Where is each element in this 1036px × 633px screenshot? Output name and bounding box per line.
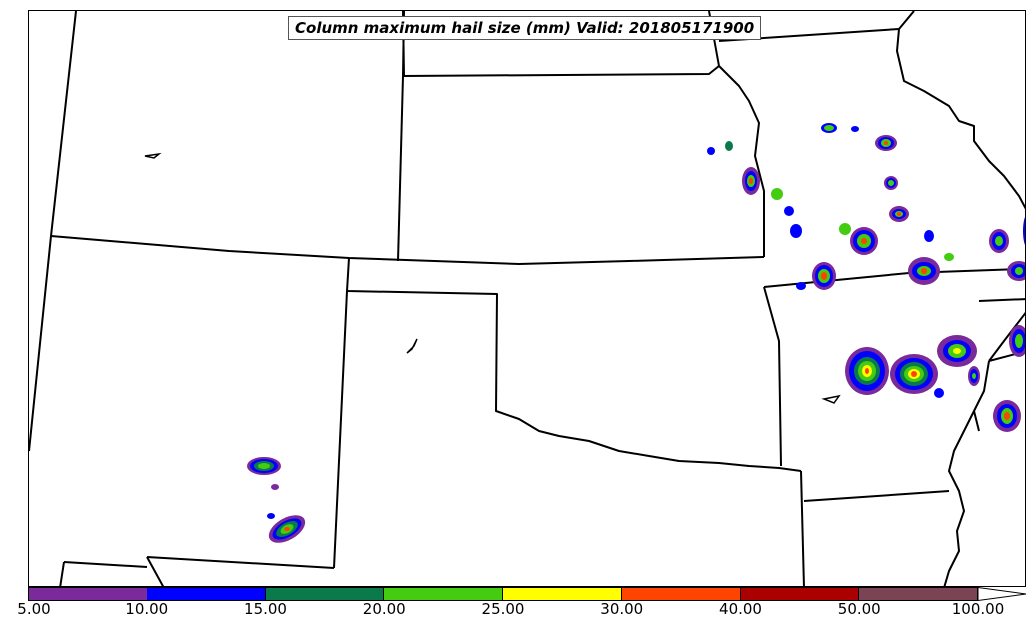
hail-cell-mo-4 bbox=[884, 176, 898, 190]
hail-cell-mo-1 bbox=[821, 123, 837, 133]
map-panel bbox=[28, 10, 1026, 587]
hail-cell-small-12 bbox=[1023, 217, 1025, 245]
state-borders bbox=[29, 11, 1025, 586]
hail-cell-ar-3 bbox=[937, 335, 977, 367]
hail-cell-small-1 bbox=[707, 147, 715, 155]
hail-cell-mo-9 bbox=[1007, 261, 1025, 281]
hail-cell-mo-3 bbox=[889, 206, 909, 222]
hail-cell-nm-2 bbox=[268, 515, 306, 543]
colorbar-extend-arrow bbox=[978, 587, 1027, 601]
hail-cell-small-11 bbox=[839, 223, 851, 235]
hail-cell-ar-2 bbox=[890, 354, 938, 394]
hail-cell-mo-6 bbox=[812, 262, 836, 290]
hail-cell-mo-5 bbox=[850, 227, 878, 255]
colorbar-tick-label: 15.00 bbox=[244, 600, 287, 618]
lakes bbox=[144, 152, 841, 404]
hail-cells bbox=[247, 123, 1025, 543]
colorbar-tick-label: 10.00 bbox=[125, 600, 169, 618]
hail-cell-small-5 bbox=[784, 206, 794, 216]
hail-cell-nm-4 bbox=[267, 513, 275, 519]
colorbar-segment bbox=[859, 587, 978, 601]
hail-cell-mo-8 bbox=[989, 229, 1009, 253]
hail-cell-small-3 bbox=[851, 126, 859, 132]
colorbar-tick-label: 100.00 bbox=[951, 600, 1005, 618]
hail-cell-ks-1 bbox=[742, 167, 760, 195]
colorbar-segment bbox=[621, 587, 741, 601]
colorbar-segment bbox=[265, 587, 385, 601]
hail-cell-small-2 bbox=[725, 141, 733, 151]
colorbar-segment bbox=[503, 587, 622, 601]
hail-cell-small-9 bbox=[924, 230, 934, 242]
hail-cell-ar-4 bbox=[993, 400, 1021, 432]
hail-cell-nm-3 bbox=[271, 484, 279, 490]
map-canvas bbox=[29, 11, 1025, 586]
colorbar bbox=[28, 587, 1028, 601]
colorbar-tick-label: 30.00 bbox=[600, 600, 644, 618]
colorbar-segment bbox=[146, 587, 266, 601]
colorbar-tick-label: 25.00 bbox=[481, 600, 525, 618]
hail-cell-ar-5 bbox=[1009, 325, 1025, 357]
colorbar-tick-label: 20.00 bbox=[362, 600, 406, 618]
map-title: Column maximum hail size (mm) Valid: 201… bbox=[288, 16, 762, 40]
colorbar-segment bbox=[384, 587, 503, 601]
hail-cell-small-4 bbox=[771, 188, 783, 200]
colorbar-segment bbox=[740, 587, 860, 601]
colorbar-tick-label: 5.00 bbox=[17, 600, 51, 618]
colorbar-tick-label: 50.00 bbox=[837, 600, 881, 618]
hail-cell-small-8 bbox=[934, 388, 944, 398]
hail-cell-ar-6 bbox=[968, 366, 980, 386]
hail-cell-small-10 bbox=[944, 253, 954, 261]
hail-cell-mo-7 bbox=[908, 257, 940, 285]
colorbar-tick-label: 40.00 bbox=[719, 600, 762, 618]
hail-cell-ar-1 bbox=[845, 347, 889, 395]
colorbar-segment bbox=[28, 587, 148, 601]
hail-cell-mo-2 bbox=[875, 135, 897, 151]
hail-cell-nm-1 bbox=[247, 457, 281, 475]
hail-cell-small-7 bbox=[796, 282, 806, 290]
hail-cell-small-6 bbox=[790, 224, 802, 238]
